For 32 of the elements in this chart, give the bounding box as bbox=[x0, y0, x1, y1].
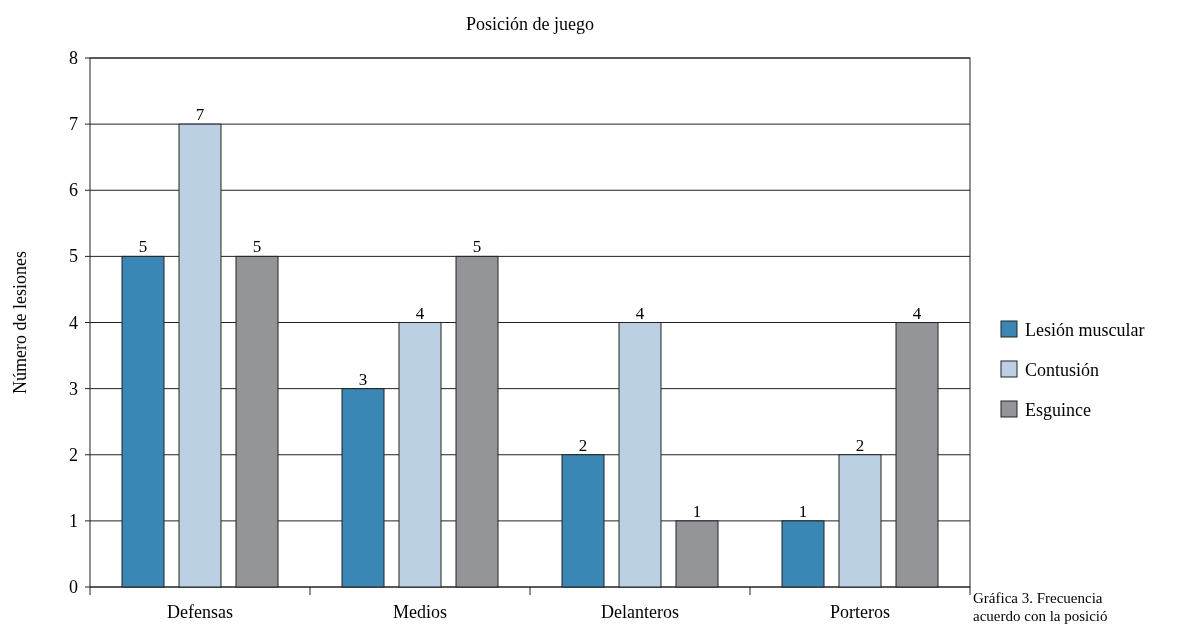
text: Gráfica 3. Frecuencia bbox=[973, 590, 1103, 606]
legend-label: Contusión bbox=[1025, 360, 1100, 380]
y-tick-label: 0 bbox=[69, 577, 78, 597]
y-tick-label: 1 bbox=[69, 510, 78, 531]
x-tick-label: Medios bbox=[393, 602, 447, 622]
y-tick-label: 3 bbox=[69, 378, 78, 399]
y-tick-label: 6 bbox=[69, 180, 78, 201]
x-tick-label: Porteros bbox=[830, 602, 890, 622]
y-tick-label: 7 bbox=[69, 114, 78, 135]
legend-label: Lesión muscular bbox=[1025, 320, 1145, 340]
y-tick-label: 5 bbox=[69, 246, 78, 267]
data-label: 2 bbox=[578, 435, 588, 455]
data-label: 1 bbox=[798, 501, 808, 521]
y-tick-label: 4 bbox=[69, 312, 78, 333]
chart-title: Posición de juego bbox=[466, 14, 594, 34]
data-label: 3 bbox=[358, 369, 368, 389]
data-label: 5 bbox=[472, 237, 482, 257]
data-label: 7 bbox=[195, 105, 205, 125]
y-tick-label: 2 bbox=[69, 444, 78, 465]
data-label: 4 bbox=[635, 303, 645, 323]
x-tick-label: Defensas bbox=[167, 602, 233, 622]
data-label: 5 bbox=[138, 237, 148, 257]
y-tick-label: 8 bbox=[69, 48, 78, 68]
data-label: 4 bbox=[912, 303, 922, 323]
legend-label: Esguince bbox=[1025, 400, 1091, 420]
data-label: 4 bbox=[415, 303, 425, 323]
x-tick-label: Delanteros bbox=[601, 602, 679, 622]
y-axis-title: Número de lesiones bbox=[10, 251, 30, 394]
data-label: 5 bbox=[252, 237, 262, 257]
data-label: 2 bbox=[855, 435, 865, 455]
text: acuerdo con la posició bbox=[973, 608, 1108, 624]
data-label: 1 bbox=[692, 501, 702, 521]
